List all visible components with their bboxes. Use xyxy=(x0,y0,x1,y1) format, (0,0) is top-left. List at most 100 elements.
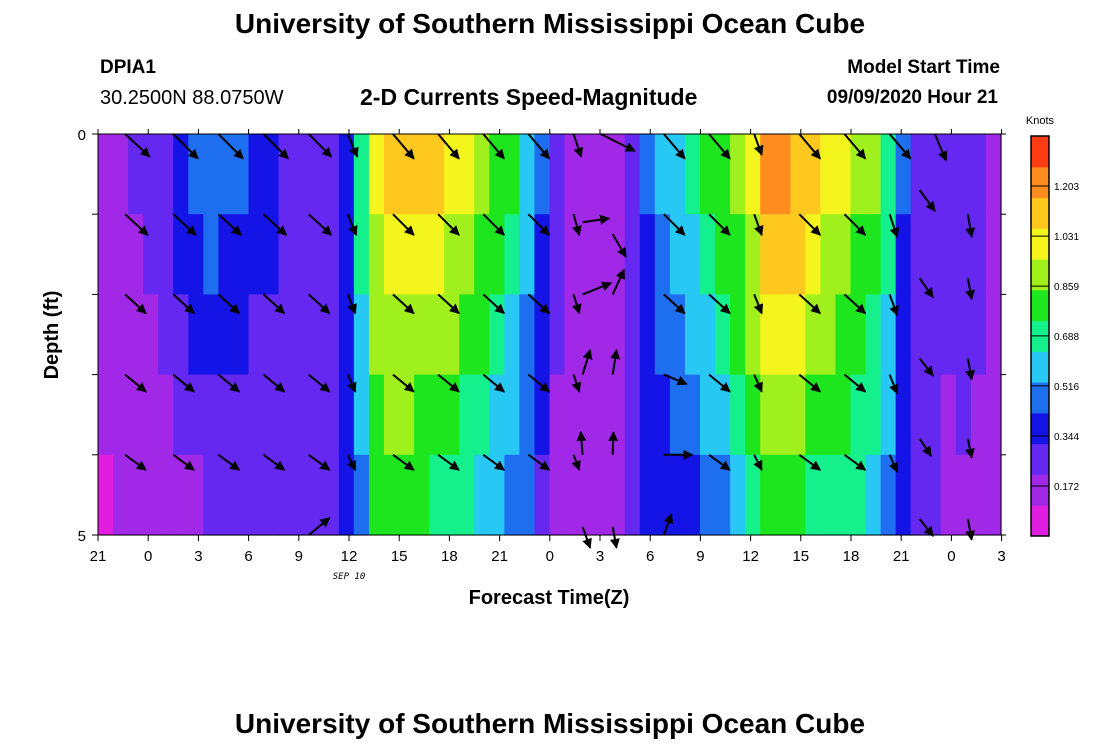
heatmap-cell xyxy=(489,454,505,536)
heatmap-cell xyxy=(790,374,806,456)
current-vector-arrow xyxy=(888,294,899,317)
heatmap-cell xyxy=(564,454,581,536)
current-vector-arrow xyxy=(888,454,899,473)
heatmap-cell xyxy=(143,214,159,295)
colorbar-tick-label: 1.203 xyxy=(1054,182,1079,193)
heatmap-cell xyxy=(383,374,400,456)
heatmap-cell xyxy=(985,134,1002,215)
heatmap-cell xyxy=(715,454,731,536)
current-vector-arrow xyxy=(965,518,975,541)
heatmap-cell xyxy=(534,294,551,376)
heatmap-cell xyxy=(399,374,415,456)
current-vector-arrow xyxy=(918,189,936,212)
heatmap-cell xyxy=(429,134,445,215)
heatmap-cell xyxy=(308,294,325,376)
heatmap-cell xyxy=(504,134,520,215)
current-vector-arrow xyxy=(581,348,593,375)
current-vector-arrow xyxy=(437,453,460,471)
heatmap-cell xyxy=(654,134,671,215)
colorbar-segment xyxy=(1031,259,1049,291)
heatmap-cell xyxy=(684,134,701,215)
heatmap-cell xyxy=(684,214,701,295)
heatmap-cell xyxy=(308,214,325,295)
current-vector-arrow xyxy=(918,438,932,457)
heatmap-cell xyxy=(985,454,1002,536)
heatmap-cell xyxy=(730,214,746,295)
heatmap-cell xyxy=(624,454,641,536)
heatmap-cell xyxy=(308,454,325,536)
heatmap-cell xyxy=(730,134,746,215)
heatmap-cell xyxy=(684,294,701,376)
current-vector-arrow xyxy=(262,213,288,236)
heatmap-cell xyxy=(745,374,761,456)
current-vector-arrow xyxy=(262,293,286,315)
heatmap-cell xyxy=(414,374,430,456)
current-vector-arrow xyxy=(753,133,764,156)
heatmap-cell xyxy=(203,454,219,536)
heatmap-cell xyxy=(654,374,671,456)
model-start-value: 09/09/2020 Hour 21 xyxy=(826,87,998,108)
colorbar-segment xyxy=(1031,289,1049,322)
heatmap-cell xyxy=(188,294,204,376)
colorbar-unit-label: Knots xyxy=(1026,115,1055,127)
heatmap-cell xyxy=(925,454,942,536)
current-vector-arrow xyxy=(346,294,357,315)
heatmap-cell xyxy=(218,374,235,456)
heatmap-cell xyxy=(955,294,972,376)
heatmap-cell xyxy=(865,294,882,376)
heatmap-cell xyxy=(760,454,776,536)
heatmap-cell xyxy=(519,214,536,295)
heatmap-cell xyxy=(865,214,882,295)
current-vector-arrow xyxy=(918,357,934,377)
current-vector-arrow xyxy=(308,293,331,315)
current-vector-arrow xyxy=(572,213,582,237)
y-tick-label: 0 xyxy=(78,127,86,144)
heatmap-cell xyxy=(98,374,114,456)
heatmap-cell xyxy=(293,214,310,295)
heatmap-cell xyxy=(444,134,460,215)
heatmap-cell xyxy=(760,134,776,215)
heatmap-cell xyxy=(940,294,957,376)
current-vector-arrow xyxy=(611,233,627,258)
colorbar-tick-label: 0.688 xyxy=(1054,332,1079,343)
heatmap-cell xyxy=(158,374,174,456)
current-vector-arrow xyxy=(888,213,900,238)
station-id: DPIA1 xyxy=(100,57,156,78)
current-vector-arrow xyxy=(437,293,460,315)
current-vector-arrow xyxy=(663,293,686,315)
heatmap-cell xyxy=(368,374,385,456)
current-vector-arrow xyxy=(437,213,460,236)
heatmap-cell xyxy=(549,374,566,456)
x-tick-label: 6 xyxy=(244,548,252,565)
heatmap-cell xyxy=(790,294,806,376)
heatmap-cell xyxy=(700,454,716,536)
current-vector-arrow xyxy=(217,373,241,393)
heatmap-cell xyxy=(248,374,265,456)
heatmap-cell xyxy=(459,294,475,376)
heatmap-cell xyxy=(715,214,731,295)
heatmap-cell xyxy=(895,294,912,376)
heatmap-cell xyxy=(248,294,265,376)
current-vector-arrow xyxy=(262,453,286,471)
heatmap-cell xyxy=(308,374,325,456)
heatmap-cell xyxy=(248,454,265,536)
colorbar-segment xyxy=(1031,136,1049,168)
heatmap-cell xyxy=(820,374,837,456)
current-vector-arrow xyxy=(581,526,592,549)
heatmap-cell xyxy=(383,294,400,376)
heatmap-cell xyxy=(579,294,596,376)
heatmap-cell xyxy=(775,294,791,376)
heatmap-cell xyxy=(399,454,415,536)
current-vector-arrow xyxy=(798,293,821,315)
heatmap-cell xyxy=(278,294,295,376)
heatmap-cell xyxy=(203,374,219,456)
heatmap-cell xyxy=(910,294,927,376)
heatmap-cell xyxy=(278,214,295,295)
heatmap-cell xyxy=(218,214,235,295)
x-tick-label: 21 xyxy=(90,548,107,565)
chart-title: 2-D Currents Speed-Magnitude xyxy=(360,84,698,110)
current-vector-arrow xyxy=(346,454,357,471)
heatmap-cell xyxy=(338,454,355,536)
heatmap-cell xyxy=(158,214,174,295)
heatmap-cell xyxy=(429,454,445,536)
